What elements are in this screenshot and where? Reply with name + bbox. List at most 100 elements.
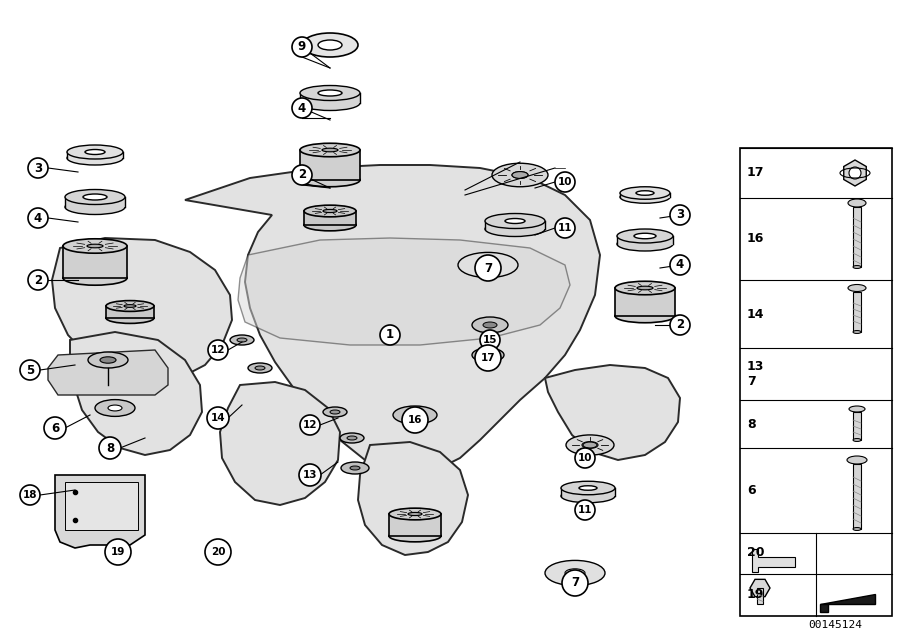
Ellipse shape bbox=[106, 301, 154, 312]
Text: 12: 12 bbox=[211, 345, 225, 355]
Ellipse shape bbox=[472, 317, 508, 333]
Ellipse shape bbox=[509, 219, 521, 223]
Bar bbox=[63, 246, 127, 278]
Circle shape bbox=[292, 98, 312, 118]
Bar bbox=[485, 221, 545, 229]
Ellipse shape bbox=[65, 200, 125, 214]
Ellipse shape bbox=[565, 569, 585, 577]
Bar bbox=[853, 464, 861, 529]
Circle shape bbox=[670, 255, 690, 275]
Ellipse shape bbox=[95, 399, 135, 417]
Circle shape bbox=[207, 407, 229, 429]
Ellipse shape bbox=[322, 148, 338, 152]
Bar bbox=[757, 588, 763, 604]
Ellipse shape bbox=[83, 194, 107, 200]
Ellipse shape bbox=[63, 238, 127, 253]
Ellipse shape bbox=[853, 265, 861, 268]
Polygon shape bbox=[820, 594, 875, 604]
Text: 19: 19 bbox=[747, 588, 764, 602]
Text: 2: 2 bbox=[34, 273, 42, 286]
Text: 6: 6 bbox=[747, 484, 756, 497]
Ellipse shape bbox=[472, 348, 504, 362]
Ellipse shape bbox=[323, 407, 347, 417]
Ellipse shape bbox=[318, 90, 342, 96]
Ellipse shape bbox=[318, 40, 342, 50]
Bar bbox=[853, 412, 861, 440]
Polygon shape bbox=[48, 350, 168, 395]
Text: 20: 20 bbox=[211, 547, 225, 557]
Bar bbox=[740, 148, 892, 616]
Ellipse shape bbox=[849, 406, 865, 412]
Circle shape bbox=[208, 340, 228, 360]
Bar bbox=[67, 152, 123, 158]
Circle shape bbox=[670, 205, 690, 225]
Polygon shape bbox=[750, 579, 770, 597]
Text: 4: 4 bbox=[298, 102, 306, 114]
Ellipse shape bbox=[561, 489, 615, 502]
Ellipse shape bbox=[848, 199, 866, 207]
Polygon shape bbox=[220, 382, 340, 505]
Bar bbox=[106, 306, 154, 318]
Text: 7: 7 bbox=[571, 576, 579, 590]
Bar bbox=[853, 292, 861, 332]
Circle shape bbox=[575, 500, 595, 520]
Ellipse shape bbox=[847, 456, 867, 464]
Circle shape bbox=[205, 539, 231, 565]
Ellipse shape bbox=[512, 172, 528, 179]
Text: 3: 3 bbox=[676, 209, 684, 221]
Ellipse shape bbox=[492, 163, 548, 187]
Text: 16: 16 bbox=[747, 233, 764, 245]
Text: 17: 17 bbox=[481, 353, 495, 363]
Circle shape bbox=[849, 167, 861, 179]
Ellipse shape bbox=[482, 352, 494, 357]
Ellipse shape bbox=[85, 149, 105, 155]
Bar bbox=[853, 207, 861, 267]
Circle shape bbox=[292, 165, 312, 185]
Bar bbox=[389, 514, 441, 536]
Circle shape bbox=[475, 345, 501, 371]
Ellipse shape bbox=[106, 313, 154, 323]
Polygon shape bbox=[843, 160, 867, 186]
Ellipse shape bbox=[485, 221, 545, 237]
Ellipse shape bbox=[853, 331, 861, 333]
Polygon shape bbox=[70, 332, 202, 455]
Bar bbox=[65, 197, 125, 207]
Text: 10: 10 bbox=[558, 177, 572, 187]
Circle shape bbox=[555, 172, 575, 192]
Text: 12: 12 bbox=[302, 420, 317, 430]
Ellipse shape bbox=[347, 436, 357, 440]
Ellipse shape bbox=[300, 85, 360, 100]
Polygon shape bbox=[358, 442, 468, 555]
Ellipse shape bbox=[620, 191, 670, 204]
Circle shape bbox=[380, 325, 400, 345]
Ellipse shape bbox=[579, 486, 597, 490]
Circle shape bbox=[480, 330, 500, 350]
Text: 17: 17 bbox=[747, 167, 764, 179]
Text: 19: 19 bbox=[111, 547, 125, 557]
Text: 13
7: 13 7 bbox=[747, 360, 764, 388]
Bar bbox=[300, 93, 360, 103]
Polygon shape bbox=[752, 549, 795, 572]
Circle shape bbox=[555, 218, 575, 238]
Ellipse shape bbox=[300, 143, 360, 156]
Ellipse shape bbox=[583, 442, 597, 448]
Bar bbox=[304, 211, 356, 226]
Ellipse shape bbox=[583, 486, 593, 490]
Text: 4: 4 bbox=[676, 258, 684, 272]
Bar bbox=[561, 488, 615, 496]
Ellipse shape bbox=[63, 271, 127, 285]
Ellipse shape bbox=[304, 205, 356, 217]
Ellipse shape bbox=[848, 284, 866, 291]
Polygon shape bbox=[55, 475, 145, 548]
Circle shape bbox=[670, 315, 690, 335]
Circle shape bbox=[300, 415, 320, 435]
Text: 6: 6 bbox=[51, 422, 59, 434]
Text: 9: 9 bbox=[298, 41, 306, 53]
Circle shape bbox=[475, 255, 501, 281]
Circle shape bbox=[299, 464, 321, 486]
Ellipse shape bbox=[499, 214, 531, 228]
Text: 5: 5 bbox=[26, 364, 34, 377]
Ellipse shape bbox=[505, 219, 525, 223]
Circle shape bbox=[28, 270, 48, 290]
Ellipse shape bbox=[389, 530, 441, 542]
